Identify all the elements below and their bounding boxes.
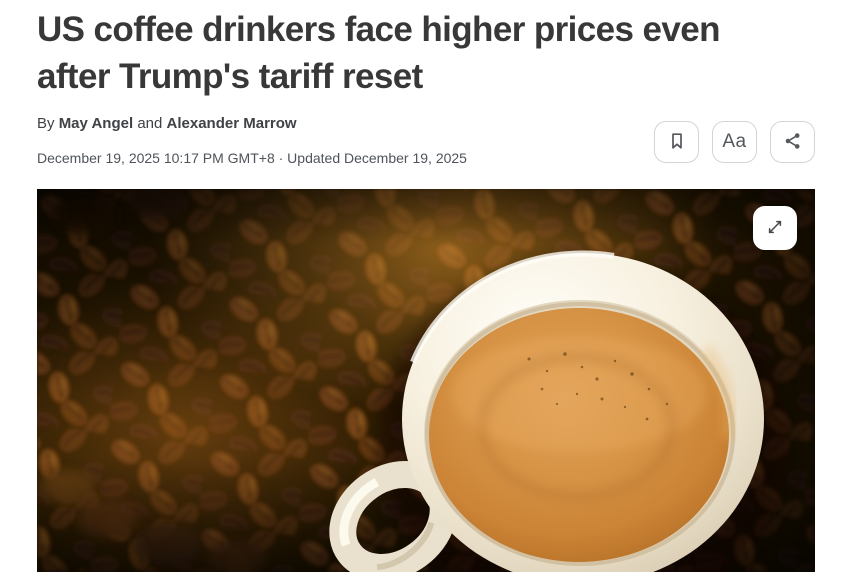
- bookmark-icon: [667, 131, 687, 154]
- text-size-button[interactable]: Aa: [712, 121, 757, 163]
- byline-prefix: By: [37, 115, 55, 132]
- article-headline: US coffee drinkers face higher prices ev…: [37, 10, 720, 96]
- expand-diagonal-icon: [765, 217, 785, 240]
- article-meta-row: By May Angel and Alexander Marrow Decemb…: [37, 111, 815, 168]
- text-size-label: Aa: [722, 131, 747, 152]
- article-hero-image: [37, 189, 815, 572]
- share-icon: [783, 131, 803, 154]
- article-toolbar: Aa: [654, 121, 815, 163]
- dateline: December 19, 2025 10:17 PM GMT+8 · Updat…: [37, 150, 467, 166]
- byline-block: By May Angel and Alexander Marrow Decemb…: [37, 111, 467, 168]
- expand-image-button[interactable]: [753, 206, 797, 250]
- author-link-alexander-marrow[interactable]: Alexander Marrow: [166, 115, 297, 132]
- share-button[interactable]: [770, 121, 815, 163]
- article-page: US coffee drinkers face higher prices ev…: [0, 6, 860, 579]
- save-button[interactable]: [654, 121, 699, 163]
- byline: By May Angel and Alexander Marrow: [37, 114, 467, 134]
- byline-conjunction: and: [137, 115, 163, 132]
- author-link-may-angel[interactable]: May Angel: [58, 115, 134, 132]
- coffee-photo: [37, 189, 815, 572]
